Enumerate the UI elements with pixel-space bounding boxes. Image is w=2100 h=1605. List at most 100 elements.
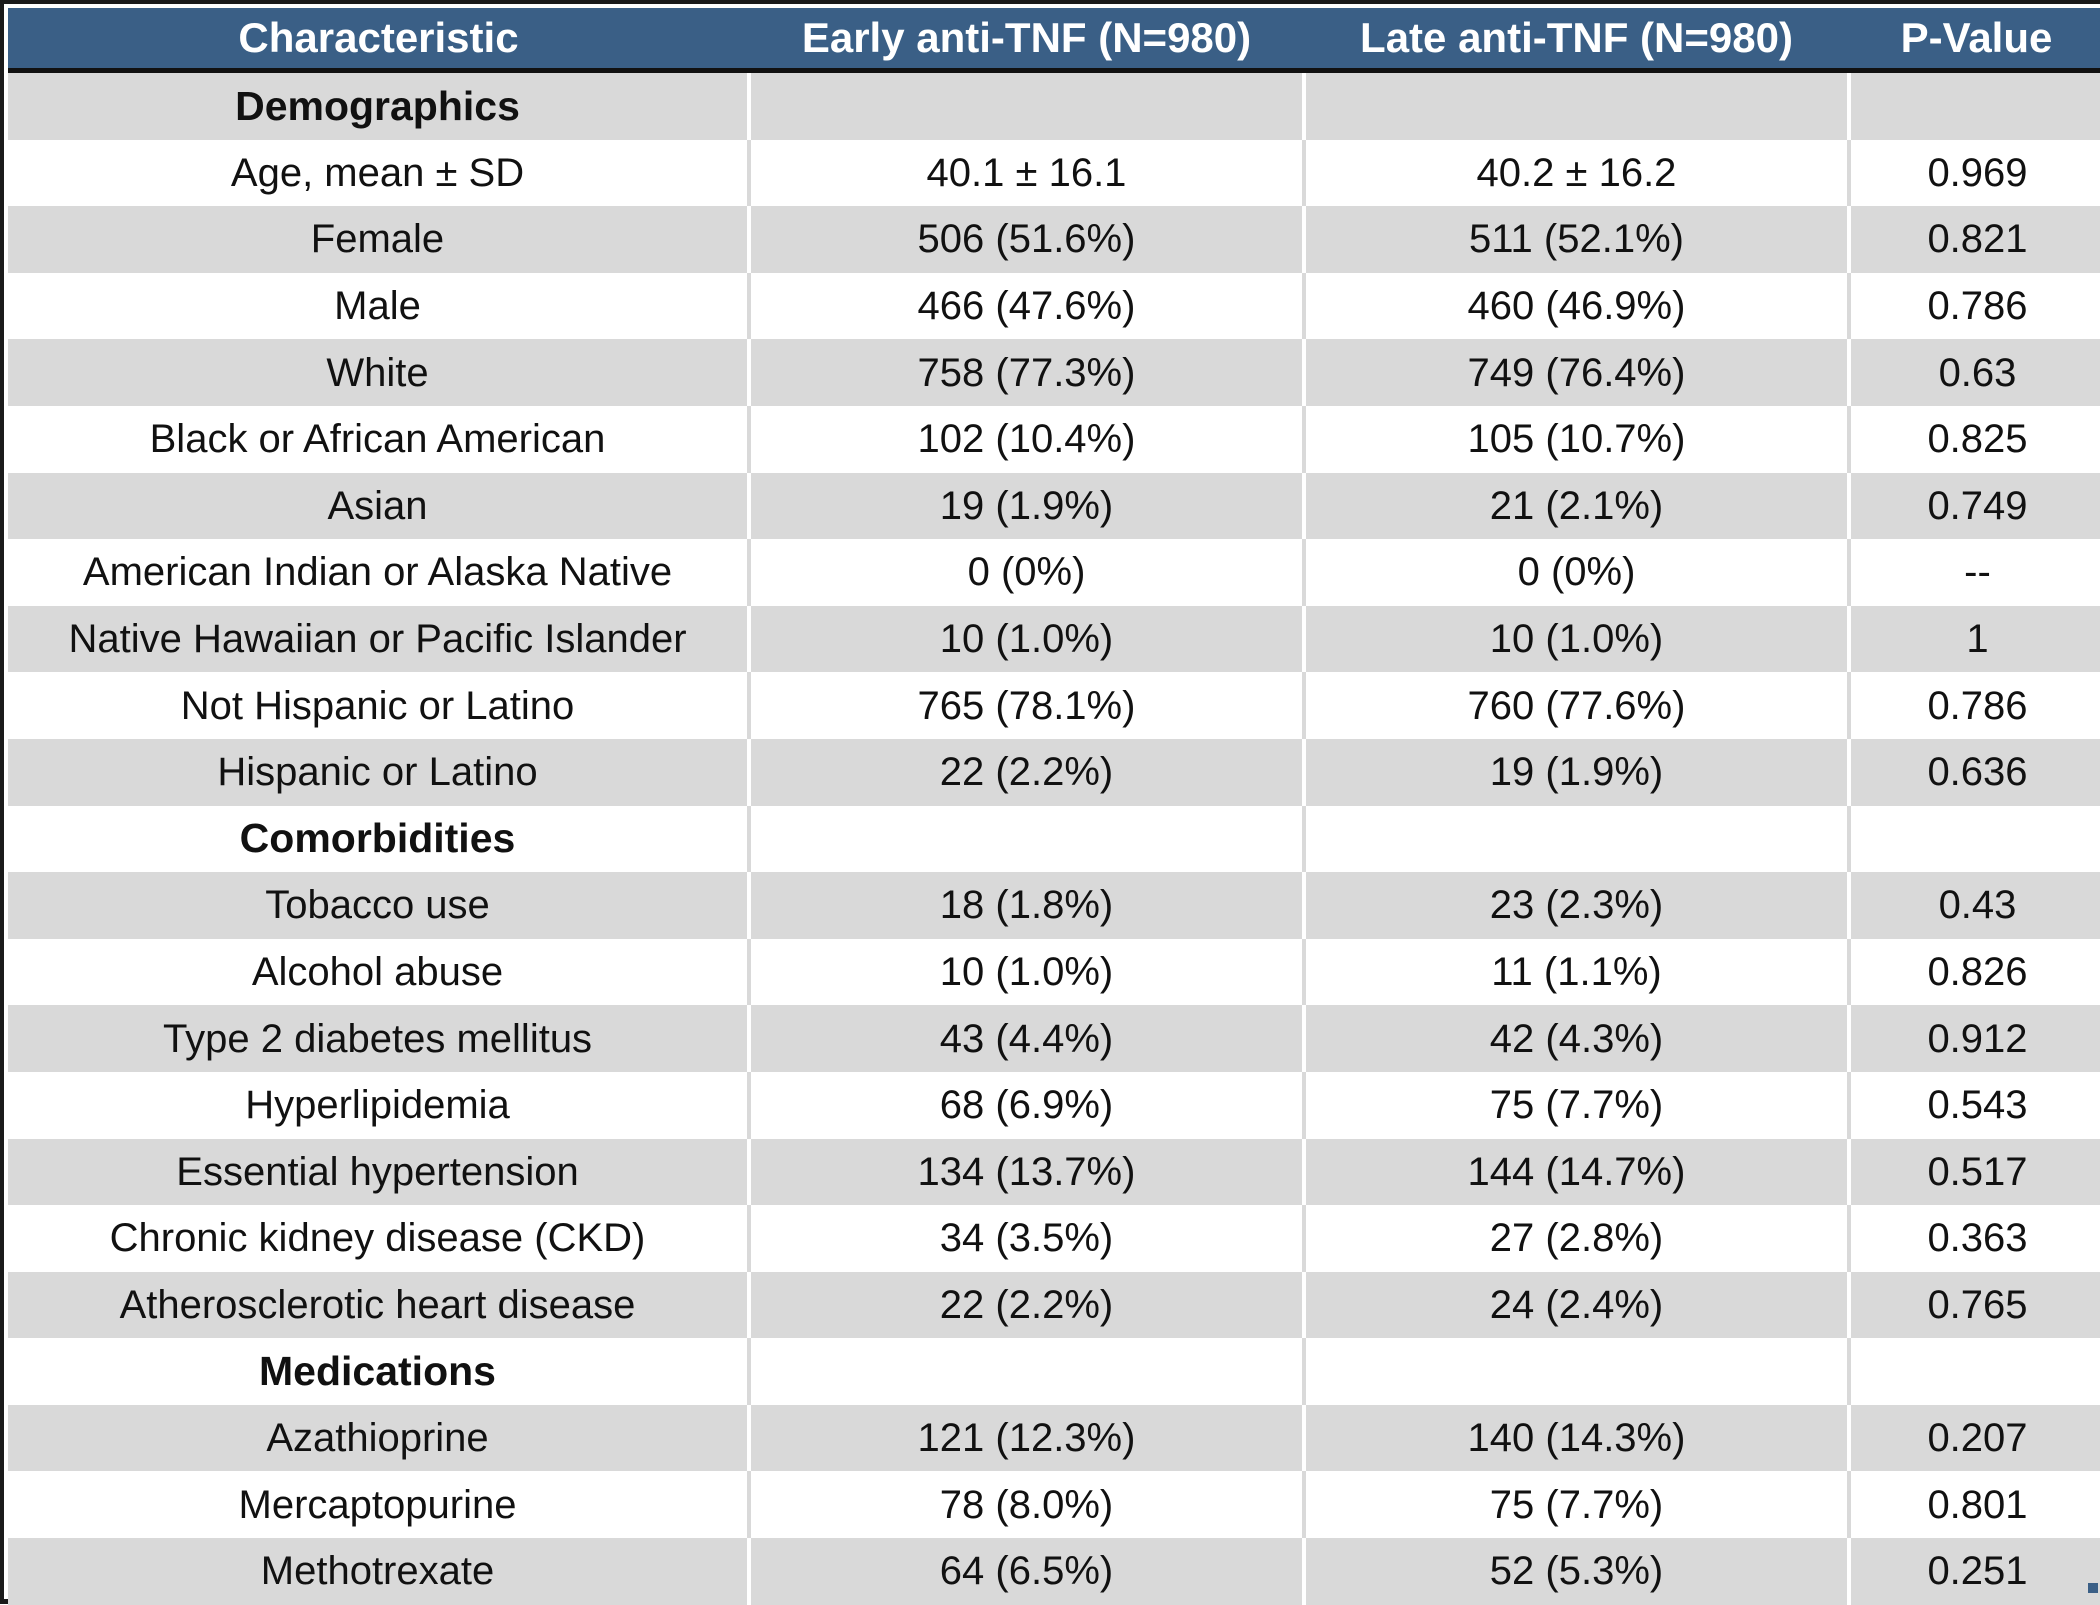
characteristic-cell: Atherosclerotic heart disease	[8, 1271, 749, 1339]
early-anti-tnf-cell	[747, 70, 1304, 140]
late-anti-tnf-cell: 52 (5.3%)	[1302, 1538, 1849, 1605]
characteristic-cell: Native Hawaiian or Pacific Islander	[8, 605, 749, 673]
early-anti-tnf-cell: 34 (3.5%)	[747, 1205, 1304, 1272]
early-anti-tnf-cell: 466 (47.6%)	[747, 272, 1304, 340]
characteristic-cell: Azathioprine	[8, 1404, 749, 1472]
table-row: Methotrexate 64 (6.5%) 52 (5.3%) 0.251	[8, 1538, 2100, 1605]
characteristic-cell: Tobacco use	[8, 872, 749, 939]
early-anti-tnf-cell: 121 (12.3%)	[747, 1404, 1304, 1472]
section-row: Demographics	[8, 70, 2100, 140]
early-anti-tnf-cell: 43 (4.4%)	[747, 1005, 1304, 1072]
section-label: Medications	[8, 1338, 749, 1405]
table-row: Asian 19 (1.9%) 21 (2.1%) 0.749	[8, 472, 2100, 540]
early-anti-tnf-cell: 765 (78.1%)	[747, 672, 1304, 739]
table-row: Alcohol abuse 10 (1.0%) 11 (1.1%) 0.826	[8, 938, 2100, 1006]
characteristic-cell: White	[8, 339, 749, 406]
early-anti-tnf-cell: 10 (1.0%)	[747, 938, 1304, 1006]
table-row: Age, mean ± SD 40.1 ± 16.1 40.2 ± 16.2 0.96…	[8, 139, 2100, 207]
early-anti-tnf-cell: 19 (1.9%)	[747, 472, 1304, 540]
p-value-cell: 0.826	[1847, 938, 2100, 1006]
late-anti-tnf-cell: 24 (2.4%)	[1302, 1271, 1849, 1339]
characteristic-cell: Hispanic or Latino	[8, 738, 749, 806]
early-anti-tnf-cell: 40.1 ± 16.1	[747, 139, 1304, 207]
early-anti-tnf-cell: 64 (6.5%)	[747, 1538, 1304, 1605]
table-row: Native Hawaiian or Pacific Islander 10 (1…	[8, 605, 2100, 673]
late-anti-tnf-cell: 23 (2.3%)	[1302, 872, 1849, 939]
section-row: Medications	[8, 1338, 2100, 1405]
table-row: Hispanic or Latino 22 (2.2%) 19 (1.9%) 0.63…	[8, 738, 2100, 806]
late-anti-tnf-cell: 10 (1.0%)	[1302, 605, 1849, 673]
late-anti-tnf-cell	[1302, 70, 1849, 140]
early-anti-tnf-cell	[747, 805, 1304, 873]
p-value-cell: 0.63	[1847, 339, 2100, 406]
early-anti-tnf-cell: 758 (77.3%)	[747, 339, 1304, 406]
late-anti-tnf-cell: 749 (76.4%)	[1302, 339, 1849, 406]
early-anti-tnf-cell: 22 (2.2%)	[747, 1271, 1304, 1339]
p-value-cell: 0.207	[1847, 1404, 2100, 1472]
table-row: Not Hispanic or Latino 765 (78.1%) 760 (77…	[8, 672, 2100, 739]
p-value-cell: 0.636	[1847, 738, 2100, 806]
section-label: Demographics	[8, 70, 749, 140]
early-anti-tnf-cell: 18 (1.8%)	[747, 872, 1304, 939]
table-row: Black or African American 102 (10.4%) 105 …	[8, 405, 2100, 473]
p-value-cell	[1847, 70, 2100, 140]
early-anti-tnf-cell: 506 (51.6%)	[747, 206, 1304, 273]
table-row: American Indian or Alaska Native 0 (0%) 0 …	[8, 539, 2100, 606]
corner-resize-handle	[2088, 1583, 2098, 1593]
p-value-cell: 0.912	[1847, 1005, 2100, 1072]
characteristic-cell: Not Hispanic or Latino	[8, 672, 749, 739]
characteristic-cell: Asian	[8, 472, 749, 540]
early-anti-tnf-cell	[747, 1338, 1304, 1405]
late-anti-tnf-cell: 40.2 ± 16.2	[1302, 139, 1849, 207]
characteristic-cell: Male	[8, 272, 749, 340]
characteristic-cell: American Indian or Alaska Native	[8, 539, 749, 606]
late-anti-tnf-cell: 21 (2.1%)	[1302, 472, 1849, 540]
characteristic-cell: Chronic kidney disease (CKD)	[8, 1205, 749, 1272]
table-row: Azathioprine 121 (12.3%) 140 (14.3%) 0.207	[8, 1404, 2100, 1472]
table-row: White 758 (77.3%) 749 (76.4%) 0.63	[8, 339, 2100, 406]
p-value-cell: 0.821	[1847, 206, 2100, 273]
late-anti-tnf-cell	[1302, 1338, 1849, 1405]
early-anti-tnf-cell: 134 (13.7%)	[747, 1138, 1304, 1206]
p-value-cell: 0.749	[1847, 472, 2100, 540]
p-value-cell: 0.517	[1847, 1138, 2100, 1206]
table-row: Hyperlipidemia 68 (6.9%) 75 (7.7%) 0.543	[8, 1071, 2100, 1139]
early-anti-tnf-cell: 78 (8.0%)	[747, 1471, 1304, 1539]
p-value-cell: 1	[1847, 605, 2100, 673]
p-value-cell	[1847, 805, 2100, 873]
header-row: Characteristic Early anti-TNF (N=980) La…	[8, 8, 2100, 73]
late-anti-tnf-cell: 75 (7.7%)	[1302, 1071, 1849, 1139]
table-row: Tobacco use 18 (1.8%) 23 (2.3%) 0.43	[8, 872, 2100, 939]
header-early-anti-tnf: Early anti-TNF (N=980)	[749, 8, 1304, 73]
header-late-anti-tnf: Late anti-TNF (N=980)	[1304, 8, 1849, 73]
characteristic-cell: Alcohol abuse	[8, 938, 749, 1006]
early-anti-tnf-cell: 102 (10.4%)	[747, 405, 1304, 473]
characteristic-cell: Age, mean ± SD	[8, 139, 749, 207]
characteristic-cell: Mercaptopurine	[8, 1471, 749, 1539]
late-anti-tnf-cell: 460 (46.9%)	[1302, 272, 1849, 340]
late-anti-tnf-cell: 140 (14.3%)	[1302, 1404, 1849, 1472]
late-anti-tnf-cell: 11 (1.1%)	[1302, 938, 1849, 1006]
late-anti-tnf-cell: 27 (2.8%)	[1302, 1205, 1849, 1272]
p-value-cell: 0.786	[1847, 272, 2100, 340]
p-value-cell: 0.786	[1847, 672, 2100, 739]
header-p-value: P-Value	[1849, 8, 2100, 73]
p-value-cell: 0.543	[1847, 1071, 2100, 1139]
characteristic-cell: Black or African American	[8, 405, 749, 473]
table-row: Atherosclerotic heart disease 22 (2.2%) 24…	[8, 1271, 2100, 1339]
p-value-cell: 0.251	[1847, 1538, 2100, 1605]
section-row: Comorbidities	[8, 805, 2100, 873]
late-anti-tnf-cell: 0 (0%)	[1302, 539, 1849, 606]
characteristic-cell: Essential hypertension	[8, 1138, 749, 1206]
late-anti-tnf-cell: 144 (14.7%)	[1302, 1138, 1849, 1206]
table-row: Female 506 (51.6%) 511 (52.1%) 0.821	[8, 206, 2100, 273]
table-row: Essential hypertension 134 (13.7%) 144 (14…	[8, 1138, 2100, 1206]
characteristic-cell: Female	[8, 206, 749, 273]
characteristic-cell: Type 2 diabetes mellitus	[8, 1005, 749, 1072]
header-characteristic: Characteristic	[8, 8, 749, 73]
p-value-cell: 0.801	[1847, 1471, 2100, 1539]
p-value-cell: 0.363	[1847, 1205, 2100, 1272]
p-value-cell	[1847, 1338, 2100, 1405]
late-anti-tnf-cell: 42 (4.3%)	[1302, 1005, 1849, 1072]
